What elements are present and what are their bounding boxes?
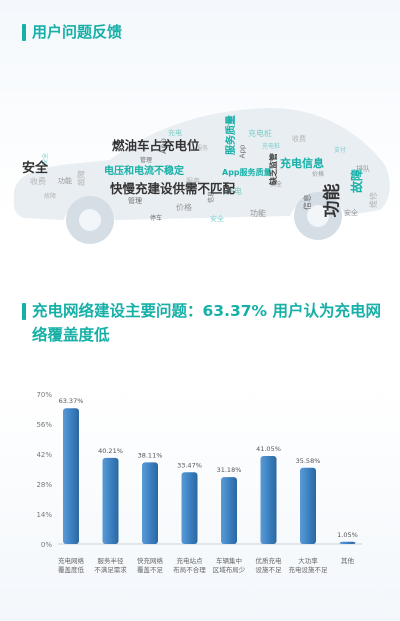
category-label: 充电站点 — [177, 556, 204, 565]
feedback-section-title: 用户问题反馈 — [32, 23, 123, 41]
word-cloud-filler-word: 排队 — [356, 165, 370, 173]
word-cloud-filler-word: 充电桩 — [262, 143, 281, 150]
y-tick-label: 56% — [36, 421, 52, 429]
word-app: App服务质量 — [222, 168, 272, 177]
word-cloud-filler-word: 价格 — [312, 171, 325, 178]
issues-bar-chart: 70% 56% 42% 28% 14% 0% 63.37% 充电网络覆盖度低 40.21% 服务半… — [36, 391, 362, 574]
bar-value-label: 40.21% — [98, 447, 123, 455]
category-label: 服务半径 — [98, 556, 125, 565]
category-label: 覆盖不足 — [137, 565, 164, 574]
word-cloud-filler-word: 充电桩 — [248, 129, 272, 138]
word-gongneng: 功能 — [322, 183, 343, 218]
word-anquan: 安全 — [22, 161, 49, 176]
bar-value-label: 33.47% — [177, 461, 202, 469]
word-kuaiman: 快慢充建设供需不匹配 — [110, 181, 236, 196]
bar-value-label: 41.05% — [256, 445, 281, 453]
word-jianguan: 缺乏监管 — [269, 153, 278, 185]
word-cloud-filler-word: 价格 — [176, 203, 192, 212]
y-tick-label: 14% — [36, 511, 52, 519]
word-cloud-filler-word: 服务 — [196, 145, 209, 152]
bar — [260, 456, 277, 544]
network-section-header: 充电网络建设主要问题：63.37% 用户认为充电网络覆盖度低 — [22, 299, 382, 347]
word-cloud-filler-word: 功能 — [250, 209, 266, 218]
word-cloud-filler-word: 充电 — [226, 187, 242, 196]
word-fuwu-zhiliang: 服务质量 — [226, 115, 237, 155]
word-guzhang: 故障 — [350, 168, 365, 194]
y-tick-label: 70% — [36, 391, 52, 399]
bar-value-label: 35.58% — [296, 457, 321, 465]
bar-value-label: 31.18% — [217, 466, 242, 474]
word-cloud-filler-word: 管理 — [140, 157, 153, 164]
category-label: 布局不合理 — [173, 565, 206, 574]
y-tick-label: 0% — [41, 541, 52, 549]
feedback-section-header: 用户问题反馈 — [22, 22, 122, 42]
bar — [63, 408, 79, 544]
bar — [300, 467, 316, 544]
accent-bar — [22, 24, 26, 41]
word-cloud-filler-word: 管理 — [128, 197, 142, 205]
category-label: 快充网络 — [137, 556, 164, 565]
network-section-title: 充电网络建设主要问题：63.37% 用户认为充电网络覆盖度低 — [32, 302, 381, 344]
car-silhouette — [13, 108, 390, 244]
bar — [142, 462, 158, 544]
category-label: 其他 — [341, 556, 355, 565]
word-cloud-filler-word: 故障 — [44, 193, 57, 200]
word-ranyouche: 燃油车占充电位 — [112, 138, 200, 153]
category-label: 优质充电 — [256, 556, 283, 565]
bar — [102, 457, 119, 544]
word-cloud-filler-word: 收费 — [30, 177, 46, 186]
car-word-cloud: 安全 功能 故障 管理 充电 价格 服务 App 充电桩 安全 收费 信息 支付 排队 维修 停车 安全 功能 故障… — [0, 70, 400, 280]
word-cloud-filler-word: 信息 — [303, 194, 312, 210]
bar — [221, 477, 237, 544]
category-label: 区域布局少 — [213, 565, 246, 574]
y-tick-label: 28% — [36, 481, 52, 489]
word-cloud-filler-word: 安全 — [210, 215, 224, 223]
bar-value-label: 1.05% — [337, 531, 358, 539]
category-label: 设施不足 — [256, 565, 283, 574]
y-tick-label: 42% — [36, 451, 52, 459]
word-cloud-filler-word: 安全 — [344, 209, 358, 217]
word-cloud-filler-word: App — [238, 144, 247, 159]
word-cloud-filler-word: 支付 — [334, 147, 347, 154]
word-cloud-filler-word: 安全 — [270, 181, 283, 188]
category-label: 充电网络 — [58, 556, 85, 565]
word-dianya: 电压和电流不稳定 — [104, 166, 184, 177]
word-cloud-filler-word: 收费 — [292, 135, 306, 143]
bar-value-label: 63.37% — [59, 397, 84, 405]
word-cloud-filler-word: 维修 — [369, 192, 378, 208]
bar — [339, 541, 356, 544]
category-label: 不满足需求 — [94, 565, 127, 574]
word-chongdian-xinxi: 充电信息 — [280, 157, 324, 170]
word-cloud-filler-word: 故障 — [77, 170, 86, 186]
word-cloud-filler-word: 服务 — [186, 177, 200, 185]
accent-bar — [22, 303, 26, 320]
bar — [181, 472, 198, 544]
category-label: 充电设施不足 — [289, 565, 329, 574]
category-label: 车辆集中 — [216, 556, 242, 565]
category-label: 覆盖度低 — [58, 565, 85, 574]
word-cloud-filler-word: 充电 — [168, 129, 182, 137]
word-cloud-filler-word: 功能 — [58, 177, 72, 185]
bar-value-label: 38.11% — [138, 451, 163, 459]
word-cloud-filler-word: 停车 — [150, 215, 163, 222]
category-label: 大功率 — [298, 556, 318, 565]
